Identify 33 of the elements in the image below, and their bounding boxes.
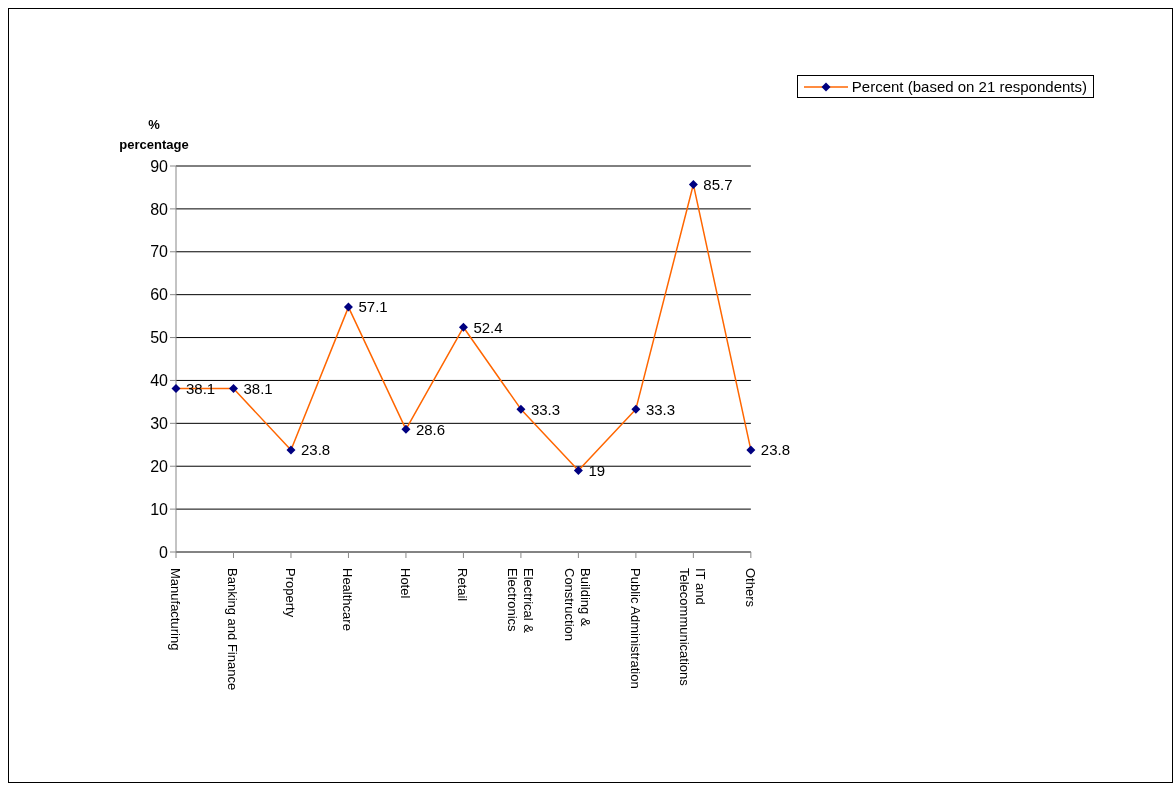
data-label: 19: [588, 461, 606, 479]
legend-label: Percent (based on 21 respondents): [851, 78, 1087, 95]
data-label: 33.3: [645, 400, 676, 418]
x-tick-label: Others: [742, 568, 758, 608]
data-label: 85.7: [703, 175, 733, 193]
y-tick-label: 90: [150, 157, 169, 175]
x-tick-label: Electrical & Electronics: [504, 568, 536, 634]
y-tick-label: 70: [150, 243, 169, 261]
y-axis-title: % percentage: [118, 116, 190, 154]
y-tick-label: 50: [150, 329, 169, 347]
x-tick-label: Healthcare: [340, 568, 356, 631]
x-tick-label: Public Administration: [627, 568, 643, 689]
x-tick-label: Retail: [455, 568, 471, 602]
y-tick-label: 40: [150, 372, 169, 390]
x-tick-label: Hotel: [397, 568, 413, 599]
y-tick-label: 80: [150, 200, 169, 218]
data-label: 28.6: [415, 420, 446, 438]
x-tick-label: Property: [282, 568, 298, 618]
data-label: 23.8: [760, 441, 791, 459]
data-label: 52.4: [473, 318, 503, 336]
x-tick-label: Banking and Finance: [225, 568, 241, 691]
x-tick-label: Manufacturing: [168, 568, 183, 651]
data-label: 23.8: [300, 441, 331, 459]
x-tick-label: Building & Construction: [562, 568, 594, 641]
y-tick-label: 20: [150, 457, 169, 475]
data-label: 33.3: [530, 400, 561, 418]
x-tick-label: IT and Telecommunications: [677, 568, 709, 687]
data-label: 38.1: [243, 379, 273, 397]
y-tick-label: 0: [159, 543, 169, 561]
data-label: 57.1: [358, 298, 388, 316]
y-tick-label: 60: [150, 286, 169, 304]
y-tick-label: 10: [150, 500, 169, 518]
y-tick-label: 30: [150, 415, 169, 433]
